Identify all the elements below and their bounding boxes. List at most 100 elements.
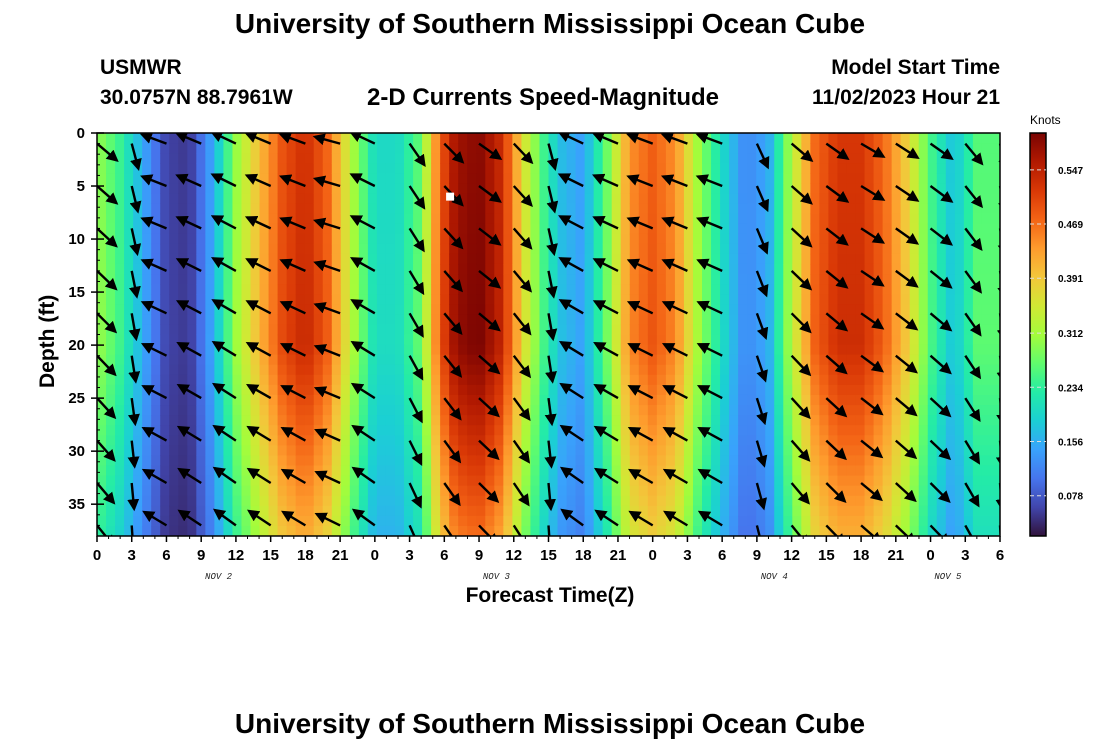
heatmap-cell <box>214 485 225 497</box>
heatmap-cell <box>566 334 577 346</box>
heatmap-cell <box>530 364 541 376</box>
heatmap-cell <box>151 334 161 346</box>
heatmap-cell <box>593 223 604 235</box>
heatmap-cell <box>539 415 550 426</box>
heatmap-cell <box>837 304 848 315</box>
heatmap-cell <box>918 495 929 507</box>
current-vector <box>895 439 918 460</box>
heatmap-cell <box>106 465 116 477</box>
heatmap-cell <box>494 515 504 527</box>
heatmap-cell <box>936 163 947 174</box>
heatmap-cell <box>178 354 188 366</box>
heatmap-cell <box>358 435 369 446</box>
heatmap-cell <box>431 203 441 215</box>
heatmap-cell <box>855 455 866 467</box>
heatmap-cell <box>548 173 559 184</box>
heatmap-cell <box>485 223 495 235</box>
heatmap-cell <box>367 354 378 366</box>
heatmap-cell <box>115 314 125 326</box>
heatmap-cell <box>548 133 559 144</box>
heatmap-cell <box>413 294 423 305</box>
heatmap-cell <box>774 465 784 477</box>
heatmap-cell <box>602 354 613 366</box>
heatmap-cell <box>367 294 378 305</box>
heatmap-cell <box>756 213 766 225</box>
heatmap-cell <box>449 253 459 265</box>
heatmap-cell <box>602 304 613 315</box>
heatmap-cell <box>882 163 893 174</box>
station-name: USMWR <box>100 56 182 79</box>
heatmap-cell <box>557 455 568 467</box>
heatmap-cell <box>909 525 920 536</box>
heatmap-cell <box>765 173 775 184</box>
heatmap-cell <box>196 525 206 536</box>
heatmap-cell <box>638 173 649 184</box>
heatmap-cell <box>178 475 188 487</box>
heatmap-cell <box>485 243 495 255</box>
heatmap-cell <box>232 193 243 205</box>
current-vector <box>351 424 376 442</box>
heatmap-cell <box>828 213 839 225</box>
heatmap-cell <box>783 173 793 184</box>
heatmap-cell <box>837 133 848 144</box>
heatmap-cell <box>810 233 820 245</box>
heatmap-cell <box>801 515 811 527</box>
heatmap-cell <box>584 253 595 265</box>
heatmap-cell <box>404 475 414 487</box>
heatmap-cell <box>394 263 405 275</box>
heatmap-cell <box>467 314 477 326</box>
heatmap-cell <box>909 515 920 527</box>
current-vector <box>661 216 688 230</box>
heatmap-cell <box>855 314 866 326</box>
heatmap-cell <box>232 163 243 174</box>
heatmap-cell <box>656 435 667 446</box>
heatmap-cell <box>747 253 757 265</box>
heatmap-cell <box>340 505 351 517</box>
heatmap-cell <box>593 394 604 406</box>
heatmap-cell <box>349 525 360 536</box>
heatmap-cell <box>846 253 857 265</box>
heatmap-cell <box>918 384 929 396</box>
heatmap-cell <box>223 525 234 536</box>
current-vector <box>408 397 423 424</box>
heatmap-cell <box>340 425 351 436</box>
heatmap-cell <box>720 515 730 527</box>
heatmap-cell <box>566 405 577 416</box>
heatmap-cell <box>638 435 649 446</box>
heatmap-cell <box>954 274 965 285</box>
heatmap-cell <box>720 183 730 195</box>
heatmap-cell <box>539 475 550 487</box>
heatmap-cell <box>864 515 875 527</box>
heatmap-cell <box>674 465 685 477</box>
heatmap-cell <box>692 253 703 265</box>
heatmap-cell <box>692 415 703 426</box>
heatmap-cell <box>404 263 414 275</box>
heatmap-cell <box>142 364 152 376</box>
heatmap-cell <box>756 475 766 487</box>
heatmap-cell <box>927 405 938 416</box>
heatmap-cell <box>124 465 134 477</box>
heatmap-cell <box>394 415 405 426</box>
heatmap-cell <box>918 455 929 467</box>
heatmap-cell <box>846 384 857 396</box>
heatmap-cell <box>340 394 351 406</box>
heatmap-cell <box>837 263 848 275</box>
x-tick-label: 3 <box>961 547 969 564</box>
heatmap-cell <box>476 445 486 456</box>
heatmap-cell <box>340 455 351 467</box>
heatmap-cell <box>503 163 513 174</box>
heatmap-cell <box>900 163 911 174</box>
heatmap-cell <box>855 223 866 235</box>
heatmap-cell <box>792 445 802 456</box>
heatmap-cell <box>232 354 243 366</box>
heatmap-cell <box>945 334 956 346</box>
heatmap-cell <box>232 253 243 265</box>
heatmap-cell <box>900 253 911 265</box>
heatmap-cell <box>394 354 405 366</box>
heatmap-cell <box>539 253 550 265</box>
heatmap-cell <box>936 294 947 305</box>
heatmap-cell <box>205 425 215 436</box>
heatmap-cell <box>358 243 369 255</box>
heatmap-cell <box>981 384 992 396</box>
heatmap-cell <box>873 435 884 446</box>
